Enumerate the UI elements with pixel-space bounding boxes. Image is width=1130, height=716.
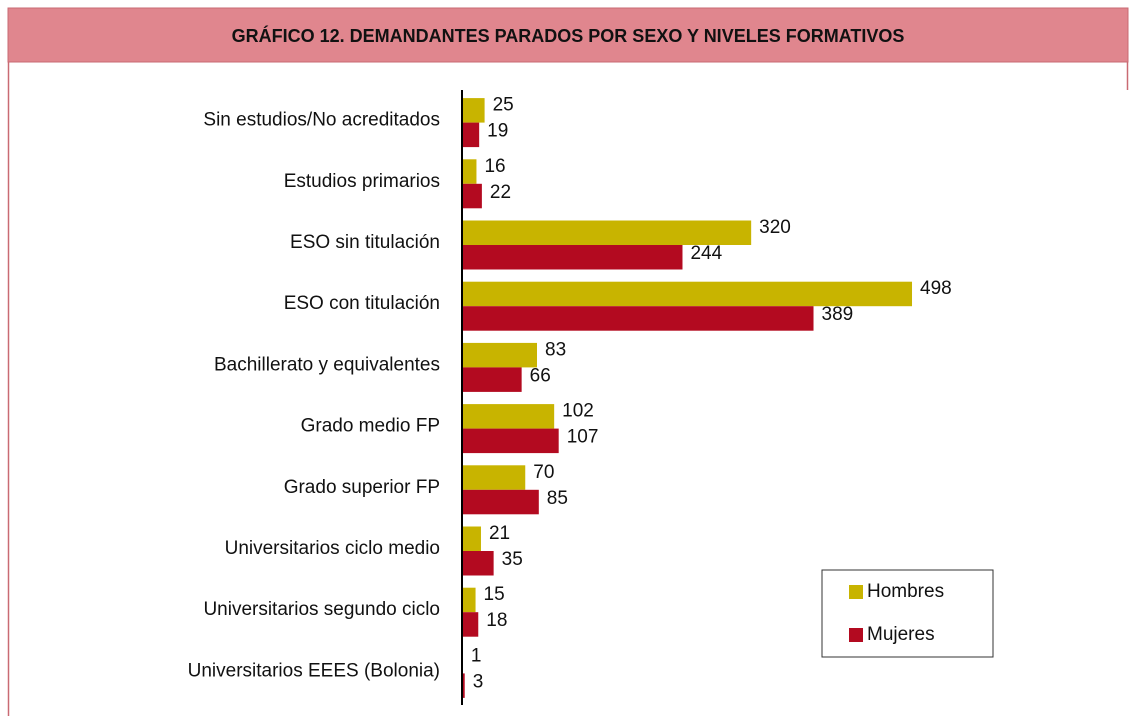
legend-box xyxy=(821,569,994,658)
bar xyxy=(462,367,522,392)
bar xyxy=(462,98,485,123)
bar xyxy=(462,587,476,613)
y-tick-label: Universitarios segundo ciclo xyxy=(203,599,440,620)
y-tick-label: Estudios primarios xyxy=(284,171,440,192)
bar xyxy=(462,526,481,551)
bar xyxy=(462,159,477,184)
value-label: 320 xyxy=(759,217,791,238)
bar xyxy=(462,404,555,429)
legend-label: Hombres xyxy=(867,581,944,602)
value-label: 18 xyxy=(486,610,507,631)
legend-swatch xyxy=(849,585,863,599)
chart-title: GRÁFICO 12. DEMANDANTES PARADOS POR SEXO… xyxy=(232,25,905,46)
value-label: 19 xyxy=(487,121,508,142)
bar xyxy=(462,428,559,454)
bar xyxy=(462,281,913,307)
bar xyxy=(462,551,494,576)
bar xyxy=(462,342,538,368)
value-label: 66 xyxy=(530,365,551,386)
y-tick-label: Grado superior FP xyxy=(284,477,440,498)
bar xyxy=(462,673,465,698)
value-label: 1 xyxy=(471,645,482,666)
title-banner xyxy=(7,7,1129,63)
bar xyxy=(462,612,479,637)
value-label: 21 xyxy=(489,523,510,544)
y-tick-label: Universitarios ciclo medio xyxy=(225,538,440,559)
value-label: 102 xyxy=(562,401,594,422)
value-label: 107 xyxy=(567,427,599,448)
value-label: 25 xyxy=(493,95,514,116)
bar xyxy=(462,220,752,245)
legend-label: Mujeres xyxy=(867,624,935,645)
bar xyxy=(462,306,814,331)
bar xyxy=(462,245,683,270)
value-label: 389 xyxy=(822,304,854,325)
value-label: 3 xyxy=(473,671,484,692)
value-label: 85 xyxy=(547,488,568,509)
value-label: 15 xyxy=(484,584,505,605)
bar xyxy=(462,489,539,515)
y-tick-label: Grado medio FP xyxy=(301,416,440,437)
value-label: 22 xyxy=(490,182,511,203)
value-label: 16 xyxy=(484,156,505,177)
bar xyxy=(462,465,526,490)
y-tick-label: Universitarios EEES (Bolonia) xyxy=(188,660,440,681)
bar xyxy=(462,183,482,209)
y-tick-label: Bachillerato y equivalentes xyxy=(214,354,440,375)
legend-swatch xyxy=(849,628,863,642)
y-tick-label: ESO sin titulación xyxy=(290,232,440,253)
bar xyxy=(462,122,480,148)
value-label: 70 xyxy=(533,462,554,483)
y-tick-label: ESO con titulación xyxy=(284,293,440,314)
value-label: 35 xyxy=(502,549,523,570)
y-tick-label: Sin estudios/No acreditados xyxy=(203,110,440,131)
value-label: 83 xyxy=(545,339,566,360)
value-label: 498 xyxy=(920,278,952,299)
value-label: 244 xyxy=(690,243,722,264)
